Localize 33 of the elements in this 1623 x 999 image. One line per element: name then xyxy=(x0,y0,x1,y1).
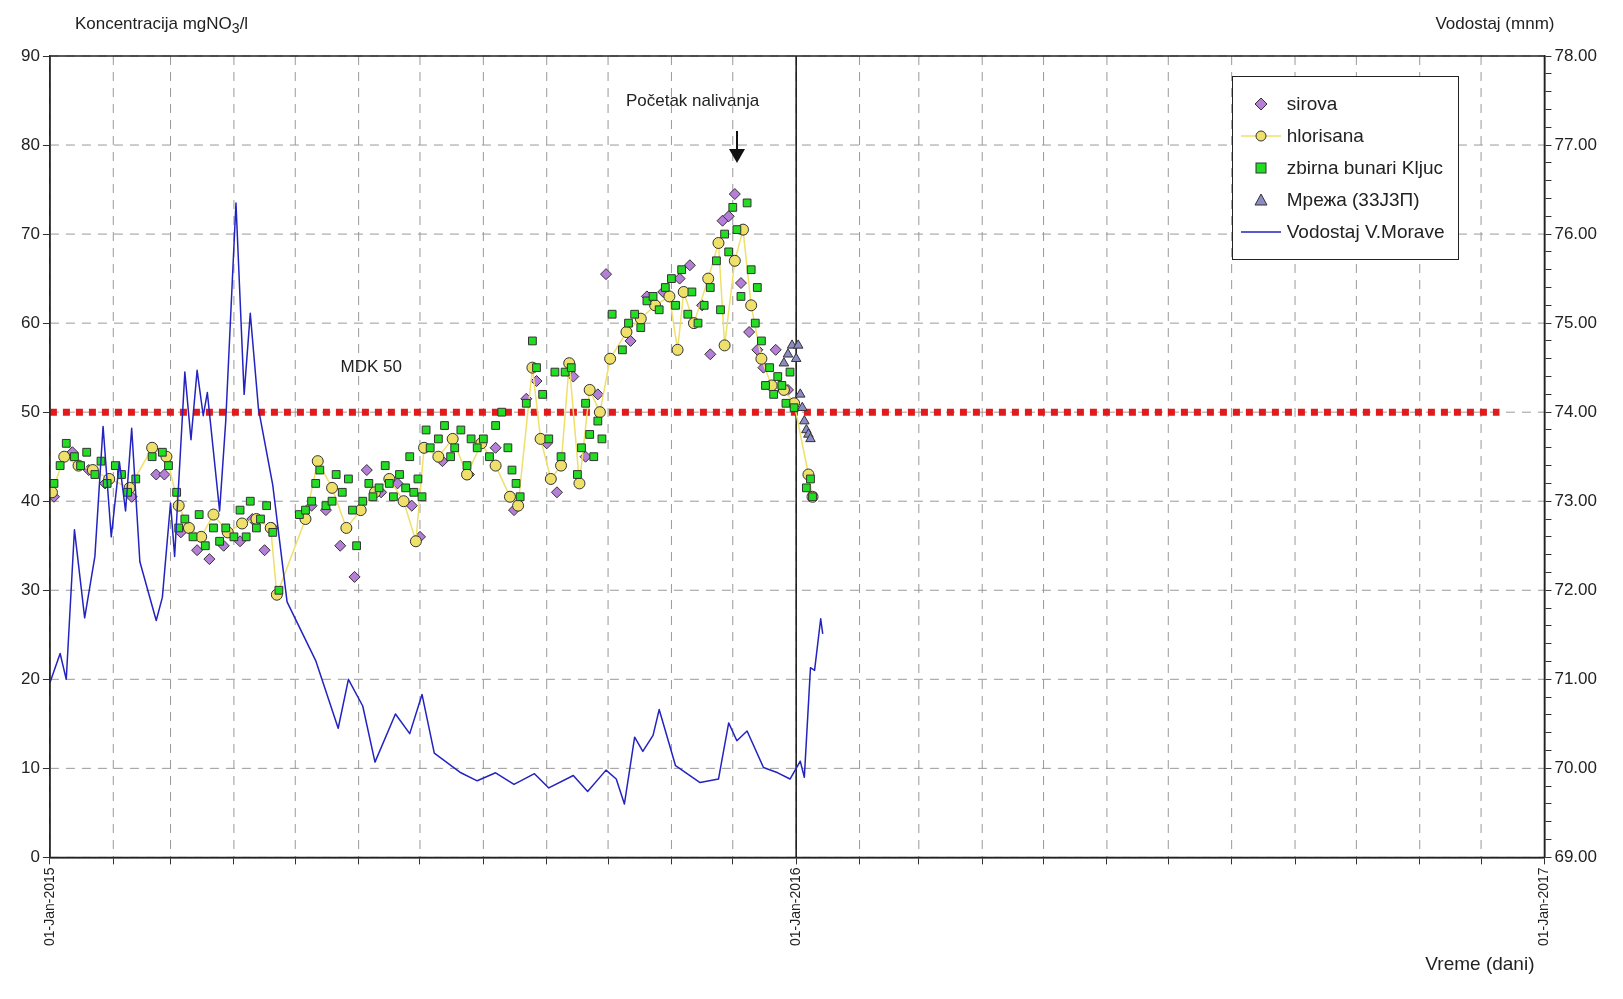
y-axis-title: Koncentracija mgNO$_{3}$/l xyxy=(74,14,249,37)
legend-label: sirova xyxy=(1286,92,1338,116)
y2-tick-label: 69.00 xyxy=(1554,847,1598,867)
y2-tick-label: 73.00 xyxy=(1554,490,1598,510)
y-tick-label: 30 xyxy=(20,579,40,599)
y2-tick-label: 77.00 xyxy=(1554,134,1598,154)
y-tick-label: 10 xyxy=(20,758,40,778)
y2-tick-label: 75.00 xyxy=(1554,312,1598,332)
ref-line-label: MDK 50 xyxy=(340,357,402,377)
y2-tick-label: 74.00 xyxy=(1554,401,1598,421)
legend-label: hlorisana xyxy=(1286,124,1364,148)
legend-label: zbirna bunari Kljuc xyxy=(1286,156,1444,180)
legend-label: Мрежа (33J3П) xyxy=(1286,188,1420,212)
y2-tick-label: 71.00 xyxy=(1554,668,1598,688)
y2-tick-label: 70.00 xyxy=(1554,758,1598,778)
y2-tick-label: 76.00 xyxy=(1554,223,1598,243)
y-tick-label: 50 xyxy=(20,401,40,421)
annotation: Početak nalivanja xyxy=(625,91,760,110)
y2-axis-title: Vodostaj (mnm) xyxy=(1435,14,1555,34)
y-tick-label: 0 xyxy=(30,847,40,867)
y-tick-label: 40 xyxy=(20,490,40,510)
y-tick-label: 80 xyxy=(20,134,40,154)
x-tick-label: 01-Jan-2015 xyxy=(40,867,57,947)
y2-tick-label: 78.00 xyxy=(1554,45,1598,65)
y-tick-label: 70 xyxy=(20,223,40,243)
y-tick-label: 90 xyxy=(20,45,40,65)
y2-tick-label: 72.00 xyxy=(1554,579,1598,599)
x-tick-label: 01-Jan-2016 xyxy=(787,867,804,947)
y-tick-label: 20 xyxy=(20,668,40,688)
legend-label: Vodostaj V.Morave xyxy=(1286,220,1445,244)
y-tick-label: 60 xyxy=(20,312,40,332)
x-tick-label: 01-Jan-2017 xyxy=(1535,867,1552,947)
x-axis-title: Vreme (dani) xyxy=(1425,953,1535,975)
